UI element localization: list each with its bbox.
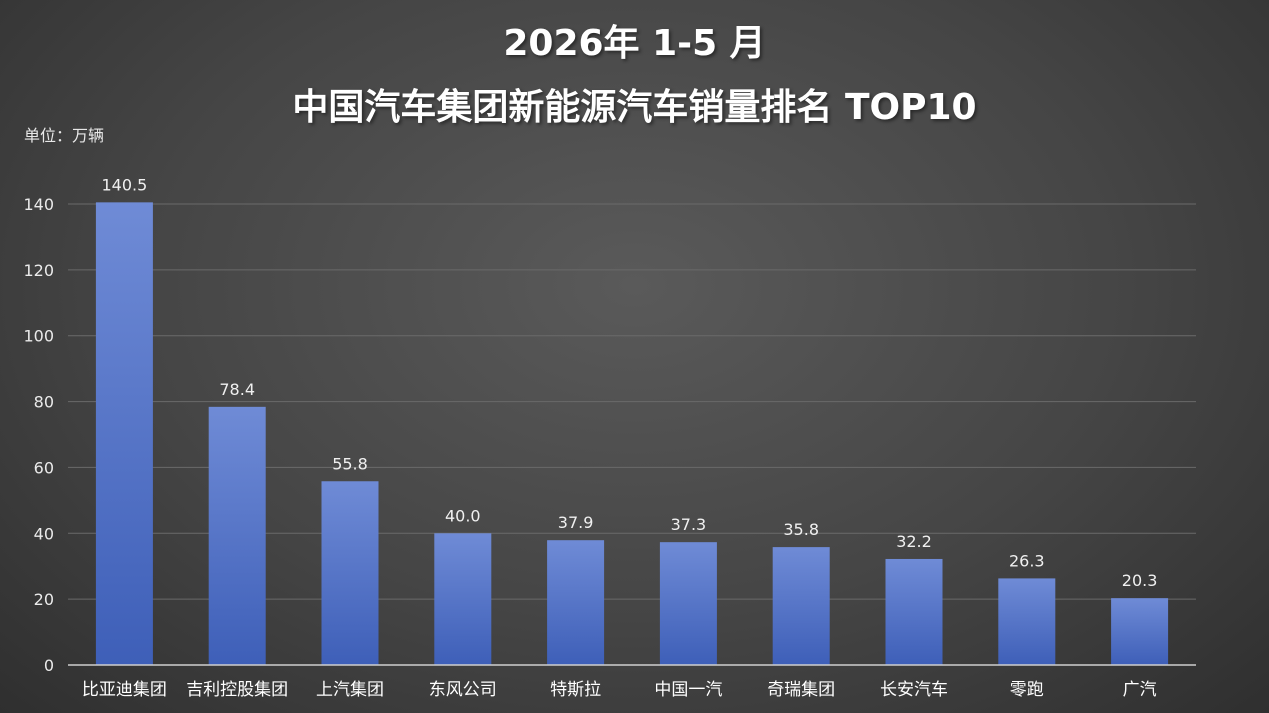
x-category-label: 吉利控股集团 <box>186 680 288 700</box>
y-tick-label: 0 <box>44 656 54 675</box>
unit-label: 单位：万辆 <box>24 126 105 145</box>
bar-value-label: 37.3 <box>671 515 707 534</box>
bar <box>772 547 830 665</box>
bar-value-label: 32.2 <box>896 532 932 551</box>
bar-value-label: 37.9 <box>558 513 594 532</box>
x-category-label: 特斯拉 <box>550 680 601 700</box>
bar-value-label: 26.3 <box>1009 551 1045 570</box>
bar-value-label: 40.0 <box>445 506 481 525</box>
x-category-label: 零跑 <box>1010 680 1044 700</box>
bar <box>1111 598 1169 665</box>
bar-value-label: 140.5 <box>101 175 147 194</box>
chart-title-line-2: 中国汽车集团新能源汽车销量排名 TOP10 <box>292 87 977 128</box>
x-category-label: 长安汽车 <box>880 680 948 700</box>
y-tick-label: 120 <box>23 261 54 280</box>
bar-value-label: 55.8 <box>332 454 368 473</box>
y-tick-label: 80 <box>34 393 54 412</box>
chart-title-line-1: 2026年 1-5 月 <box>503 23 766 64</box>
y-tick-label: 100 <box>23 327 54 346</box>
x-category-label: 上汽集团 <box>316 680 384 700</box>
bar-value-label: 78.4 <box>219 380 255 399</box>
x-category-label: 东风公司 <box>429 680 497 700</box>
y-axis-ticks: 0 20 40 60 80 100 120 140 <box>23 195 54 675</box>
bar <box>885 558 943 665</box>
x-category-label: 中国一汽 <box>654 680 722 700</box>
bar <box>321 481 379 665</box>
bar <box>434 533 492 665</box>
y-tick-label: 20 <box>34 590 54 609</box>
x-category-label: 比亚迪集团 <box>82 680 167 700</box>
x-axis-categories: 比亚迪集团 吉利控股集团 上汽集团 东风公司 特斯拉 中国一汽 奇瑞集团 长安汽车 零跑 广汽 <box>82 680 1157 700</box>
bar <box>95 202 153 665</box>
bar-value-label: 35.8 <box>783 520 819 539</box>
y-tick-label: 140 <box>23 195 54 214</box>
value-labels: 140.5 78.4 55.8 40.0 37.9 37.3 35.8 32.2 26.3 20.… <box>101 175 1157 590</box>
bar <box>659 542 717 665</box>
x-category-label: 奇瑞集团 <box>767 680 835 700</box>
x-category-label: 广汽 <box>1123 680 1157 700</box>
y-tick-label: 40 <box>34 524 54 543</box>
y-tick-label: 60 <box>34 458 54 477</box>
bars <box>95 202 1169 665</box>
bar-value-label: 20.3 <box>1122 571 1158 590</box>
bar <box>208 406 266 665</box>
bar <box>998 578 1056 665</box>
bar <box>547 540 605 665</box>
